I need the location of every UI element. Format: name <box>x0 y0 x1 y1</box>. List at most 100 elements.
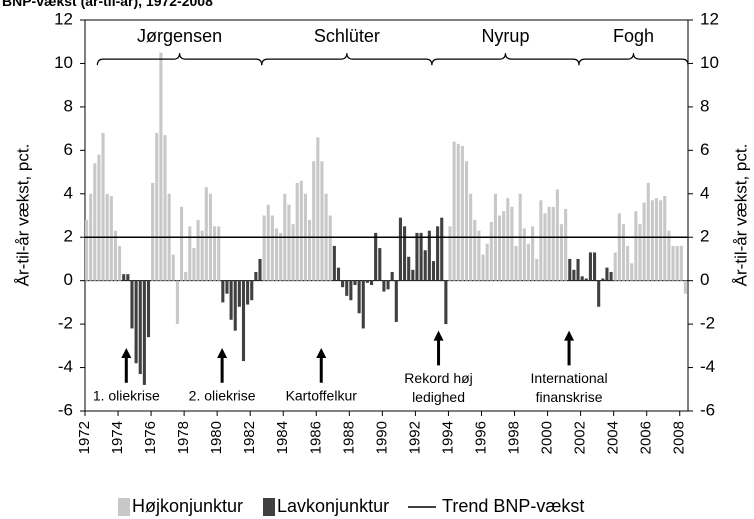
bar <box>683 280 687 294</box>
period-brace <box>578 53 689 66</box>
x-tick-label: 1990 <box>373 421 390 454</box>
bar <box>576 258 580 281</box>
chart-title: BNP-vækst (år-til-år), 1972-2008 <box>2 0 213 9</box>
bar <box>345 280 349 296</box>
bar <box>584 278 588 281</box>
bar <box>448 226 452 281</box>
y2-tick-label: -6 <box>700 400 715 419</box>
bar <box>175 280 179 325</box>
bar <box>489 222 493 281</box>
bar <box>204 187 208 281</box>
bar <box>171 254 175 281</box>
bar <box>151 182 155 281</box>
x-tick-label: 1996 <box>472 421 489 454</box>
bar <box>97 154 101 281</box>
bar <box>270 215 274 281</box>
bar <box>436 226 440 281</box>
bar <box>601 278 605 281</box>
y-tick-label: 10 <box>54 53 73 72</box>
x-tick-label: 1994 <box>439 421 456 454</box>
y2-tick-label: 10 <box>700 53 719 72</box>
bar <box>444 280 448 325</box>
x-tick-label: 1984 <box>274 421 291 454</box>
bar <box>85 219 89 281</box>
annotation-text: 2. oliekrise <box>189 387 256 403</box>
bar <box>613 252 617 281</box>
bar <box>394 280 398 322</box>
bar <box>365 280 369 283</box>
bar <box>225 280 229 294</box>
bar <box>295 182 299 281</box>
bar <box>667 230 671 281</box>
bar <box>411 269 415 281</box>
bar <box>506 198 510 281</box>
bar <box>159 52 163 281</box>
bar <box>332 245 336 281</box>
bar <box>217 226 221 281</box>
bar <box>617 213 621 281</box>
bar <box>502 211 506 281</box>
bar <box>654 198 659 281</box>
annotation-text: International <box>531 370 608 386</box>
period-brace <box>96 53 263 66</box>
bar <box>369 280 374 286</box>
x-tick-label: 1992 <box>406 421 423 454</box>
bar <box>382 280 386 292</box>
bar <box>229 280 233 320</box>
bar <box>568 258 572 281</box>
x-tick-label: 2002 <box>572 421 589 454</box>
bar <box>555 189 559 281</box>
x-tick-label: 1982 <box>241 421 258 454</box>
bar <box>597 280 601 307</box>
annotation-arrowhead <box>121 348 132 359</box>
bar <box>192 248 196 281</box>
bar <box>572 269 576 281</box>
bar <box>671 245 675 281</box>
bar <box>564 208 568 281</box>
bar <box>551 206 555 281</box>
bar <box>200 230 204 281</box>
bar <box>155 132 159 281</box>
bar <box>287 204 291 281</box>
bar <box>679 245 683 281</box>
x-tick-label: 2006 <box>638 421 655 454</box>
period-label: Schlüter <box>314 26 380 46</box>
bar <box>349 280 353 301</box>
bar <box>378 248 382 281</box>
bar <box>522 228 526 281</box>
bar <box>237 280 241 307</box>
bar <box>531 226 535 281</box>
bar <box>188 226 192 281</box>
bar <box>419 232 423 281</box>
bar <box>477 230 481 281</box>
legend-label: Højkonjunktur <box>132 496 243 516</box>
bar <box>559 224 564 281</box>
x-tick-label: 1978 <box>175 421 192 454</box>
bar <box>539 200 543 281</box>
bar <box>605 267 609 281</box>
y-tick-label: 2 <box>64 227 73 246</box>
bar <box>535 258 539 281</box>
y-axis-label: År-til-år vækst, pct. <box>13 144 32 287</box>
bar <box>196 219 200 281</box>
bar <box>113 230 118 281</box>
bar <box>179 206 184 281</box>
bar <box>357 280 361 314</box>
legend-swatch <box>118 498 130 516</box>
bar <box>427 230 431 281</box>
bar <box>353 280 357 286</box>
bar <box>221 280 225 303</box>
annotation-text: 1. oliekrise <box>93 387 160 403</box>
y2-tick-label: -4 <box>700 357 715 376</box>
annotation-text: finanskrise <box>536 389 603 405</box>
x-tick-label: 1988 <box>340 421 357 454</box>
bar <box>386 280 390 290</box>
y-tick-label: 4 <box>64 183 73 202</box>
bar <box>415 232 419 281</box>
bar <box>274 228 279 281</box>
annotation-text: Rekord høj <box>404 370 472 386</box>
x-tick-label: 1976 <box>142 421 159 454</box>
bar <box>526 243 531 281</box>
bar <box>593 252 597 281</box>
bar <box>659 200 663 281</box>
